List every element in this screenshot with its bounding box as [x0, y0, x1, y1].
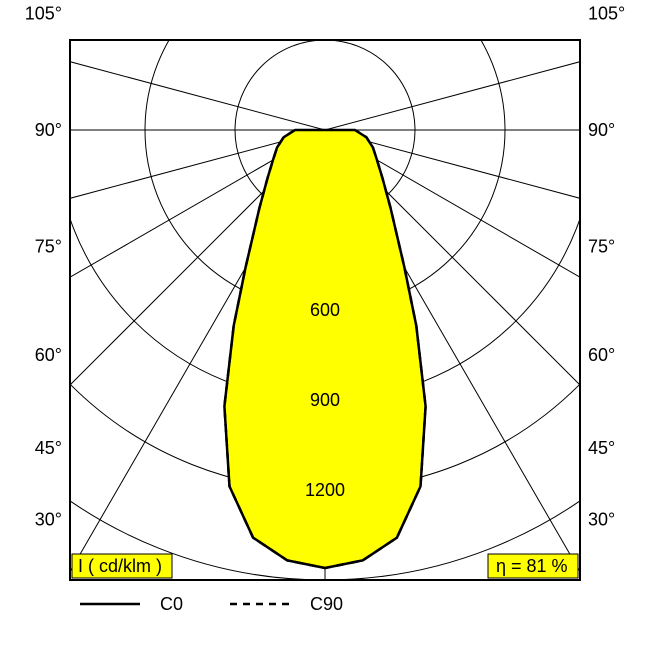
angle-label-left: 75° — [35, 236, 62, 256]
ring-label: 600 — [310, 300, 340, 320]
angle-label-right: 30° — [588, 510, 615, 530]
angle-label-left: 45° — [35, 438, 62, 458]
polar-chart-container: { "chart": { "type": "polar-photometric"… — [0, 0, 650, 650]
polar-chart-svg: 600 900 1200 30° 30° 45° 45° 60° 60° 75° 75° 90° 90°… — [0, 0, 650, 650]
ring-label: 900 — [310, 390, 340, 410]
angle-label-left: 90° — [35, 120, 62, 140]
angle-label-right: 75° — [588, 236, 615, 256]
angle-label-right: 45° — [588, 438, 615, 458]
angle-label-left: 30° — [35, 510, 62, 530]
angle-label-right: 60° — [588, 345, 615, 365]
angle-label-right: 90° — [588, 120, 615, 140]
efficiency-label: η = 81 % — [496, 556, 568, 576]
c0-curve-fill — [224, 130, 425, 568]
legend-c0-label: C0 — [160, 594, 183, 614]
ring-label: 1200 — [305, 480, 345, 500]
unit-label: I ( cd/klm ) — [78, 556, 162, 576]
angle-label-left: 60° — [35, 345, 62, 365]
angle-label-right: 105° — [588, 4, 625, 24]
legend-c90-label: C90 — [310, 594, 343, 614]
angle-label-left: 105° — [25, 4, 62, 24]
